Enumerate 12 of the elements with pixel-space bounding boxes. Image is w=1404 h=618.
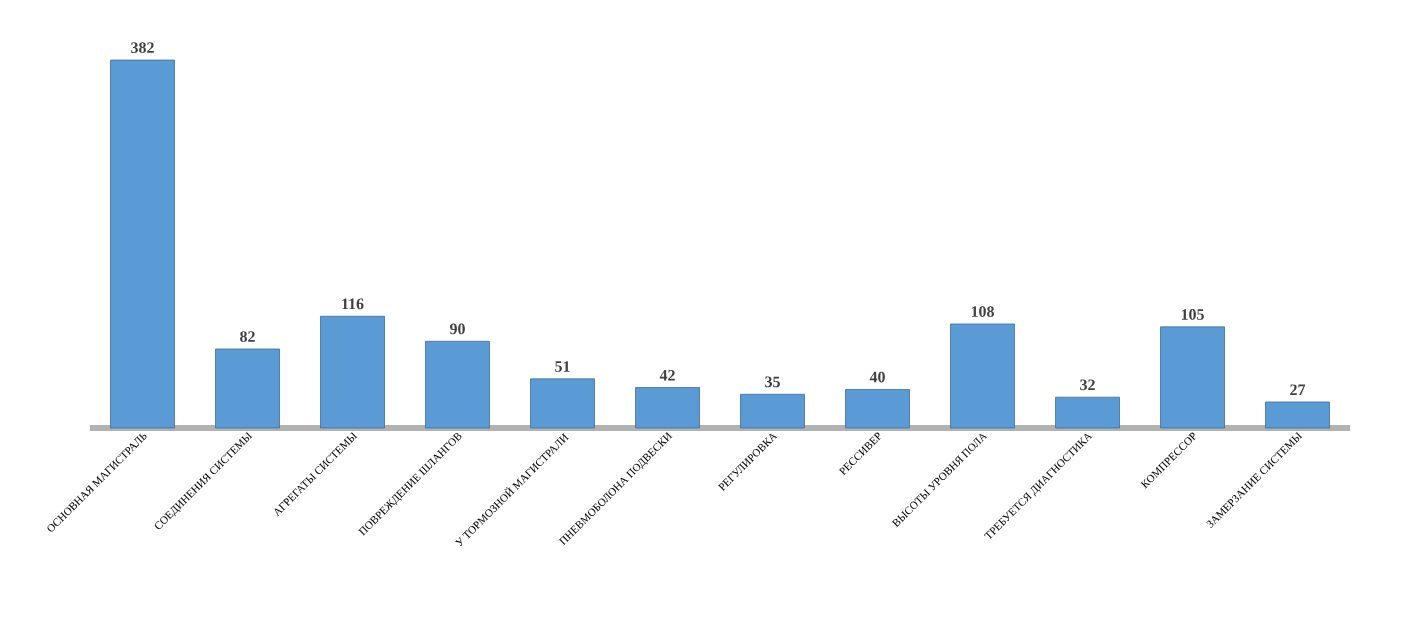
bar	[1055, 396, 1120, 429]
bar	[950, 323, 1015, 429]
bar	[110, 59, 175, 429]
bar	[845, 389, 910, 429]
bar	[320, 315, 385, 429]
bar	[740, 393, 805, 429]
bar	[530, 378, 595, 429]
bar	[1265, 401, 1330, 429]
bar	[635, 387, 700, 429]
bar	[425, 340, 490, 429]
bar	[215, 348, 280, 429]
bar	[1160, 326, 1225, 429]
